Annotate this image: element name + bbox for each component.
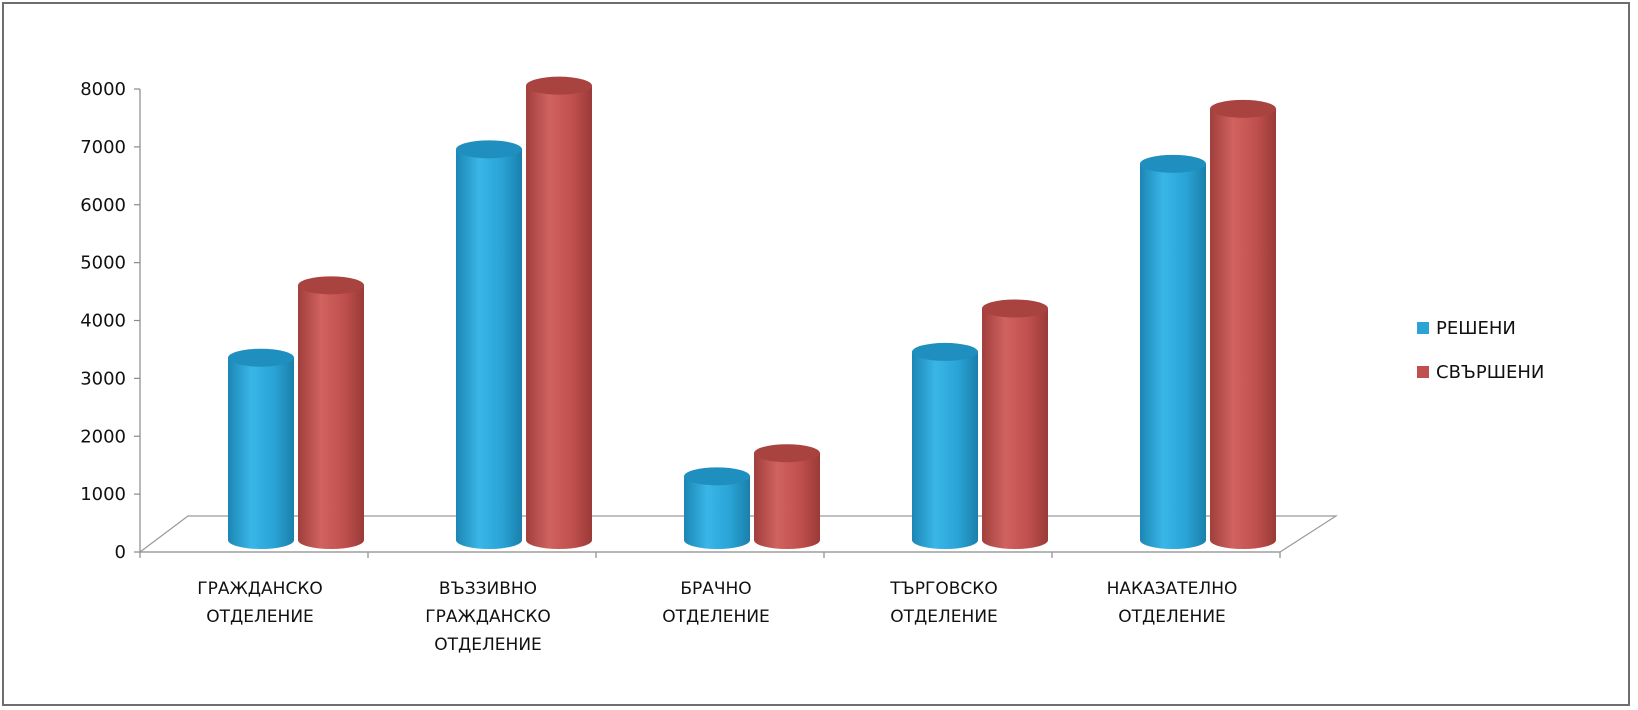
bar-body <box>456 149 522 549</box>
bar-body <box>912 351 978 549</box>
category-label: ОТДЕЛЕНИЕ <box>662 607 770 627</box>
y-tick-label: 3000 <box>80 368 126 389</box>
legend: РЕШЕНИ СВЪРШЕНИ <box>1417 318 1544 383</box>
bar-top <box>754 444 820 463</box>
category-label: ТЪРГОВСКО <box>889 579 998 599</box>
bar-svarsheni-2 <box>754 444 820 549</box>
y-tick-label: 0 <box>115 542 126 563</box>
category-label: ОТДЕЛЕНИЕ <box>1118 607 1226 627</box>
bar-top <box>298 276 364 295</box>
y-tick-label: 2000 <box>80 426 126 447</box>
legend-label: РЕШЕНИ <box>1436 318 1516 339</box>
bar-body <box>754 453 820 549</box>
category-axis-labels: ГРАЖДАНСКО ОТДЕЛЕНИЕ ВЪЗЗИВНО ГРАЖДАНСКО ОТД… <box>197 579 1237 655</box>
bar-top <box>228 348 294 367</box>
bar-top <box>684 467 750 486</box>
category-label: ОТДЕЛЕНИЕ <box>890 607 998 627</box>
bar-resheni-2 <box>684 467 750 549</box>
bar-top <box>912 342 978 361</box>
bar-resheni-3 <box>912 342 978 549</box>
y-tick-label: 7000 <box>80 137 126 158</box>
bar-resheni-4 <box>1140 154 1206 549</box>
bar-body <box>526 85 592 550</box>
y-tick-label: 8000 <box>80 79 126 100</box>
legend-item: РЕШЕНИ <box>1417 318 1516 339</box>
bar-body <box>1210 108 1276 550</box>
category-label: ГРАЖДАНСКО <box>197 579 323 599</box>
bar-resheni-0 <box>228 348 294 549</box>
value-axis: 0 1000 2000 3000 4000 5000 6000 7000 8000 <box>80 79 1281 563</box>
bar-svarsheni-0 <box>298 276 364 549</box>
bar-body <box>228 357 294 549</box>
bar-top <box>1140 154 1206 173</box>
bars <box>228 76 1276 550</box>
category-label: НАКАЗАТЕЛНО <box>1107 579 1238 599</box>
legend-item: СВЪРШЕНИ <box>1417 362 1544 383</box>
y-tick-label: 1000 <box>80 484 126 505</box>
bar-svarsheni-3 <box>982 299 1048 549</box>
bar-body <box>1140 163 1206 549</box>
bar-body <box>684 476 750 549</box>
bar-svarsheni-4 <box>1210 99 1276 550</box>
bar-svarsheni-1 <box>526 76 592 550</box>
legend-label: СВЪРШЕНИ <box>1436 362 1544 383</box>
category-label: ВЪЗЗИВНО <box>439 579 537 599</box>
y-tick-label: 4000 <box>80 311 126 332</box>
legend-swatch <box>1417 366 1429 378</box>
legend-swatch <box>1417 322 1429 334</box>
bar-top <box>526 76 592 95</box>
bar-top <box>456 140 522 159</box>
category-label: ОТДЕЛЕНИЕ <box>434 635 542 655</box>
y-tick-label: 6000 <box>80 195 126 216</box>
y-tick-label: 5000 <box>80 253 126 274</box>
category-label: БРАЧНО <box>680 579 751 599</box>
bar-resheni-1 <box>456 140 522 549</box>
category-label: ГРАЖДАНСКО <box>425 607 551 627</box>
bar-body <box>982 308 1048 549</box>
bar-body <box>298 285 364 549</box>
bar-top <box>1210 99 1276 118</box>
bar-top <box>982 299 1048 318</box>
category-label: ОТДЕЛЕНИЕ <box>206 607 314 627</box>
